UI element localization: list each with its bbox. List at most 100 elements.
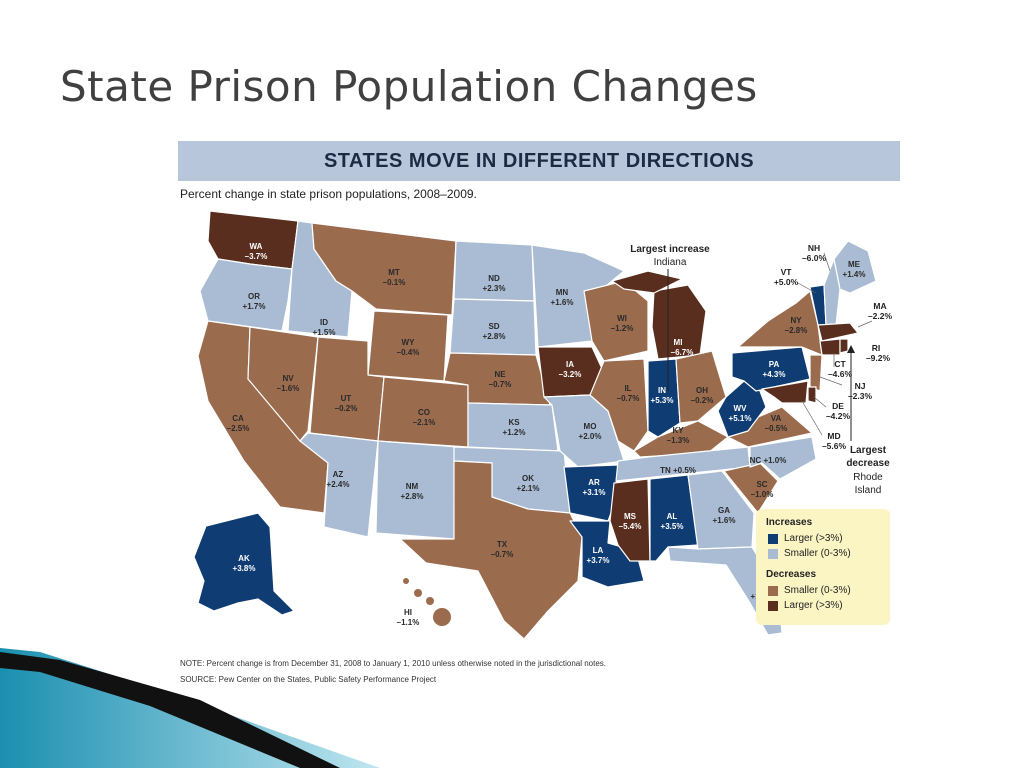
svg-text:WA: WA [250,242,263,251]
svg-text:+3.7%: +3.7% [587,556,610,565]
label-IN: IN+5.3% [651,386,674,405]
label-WI: WI–1.2% [611,314,634,333]
svg-text:VT: VT [781,267,793,277]
svg-text:TN +0.5%: TN +0.5% [660,466,696,475]
svg-text:NM: NM [406,482,419,491]
label-OH: OH–0.2% [691,386,714,405]
label-AK: AK+3.8% [233,554,256,573]
state-OH [675,350,727,424]
swoosh-black [0,652,340,768]
svg-text:–1.1%: –1.1% [397,618,420,627]
svg-text:AZ: AZ [333,470,344,479]
label-MA: MA–2.2% [868,301,893,321]
svg-text:NE: NE [494,370,506,379]
state-NH [823,258,841,326]
svg-text:–0.2%: –0.2% [691,396,714,405]
svg-text:+1.7%: +1.7% [243,302,266,311]
svg-text:NV: NV [282,374,294,383]
svg-text:–1.6%: –1.6% [277,384,300,393]
svg-text:SC: SC [756,480,767,489]
svg-text:NY: NY [790,316,802,325]
label-MD: MD–5.6% [822,431,847,451]
legend-item-dec-large: Larger (>3%) [768,600,843,611]
label-CO: CO–2.1% [413,408,436,427]
svg-text:–1.3%: –1.3% [667,436,690,445]
svg-text:WY: WY [402,338,416,347]
legend-item-inc-small: Smaller (0-3%) [768,548,851,559]
label-OR: OR+1.7% [243,292,266,311]
figure-source: SOURCE: Pew Center on the States, Public… [180,675,437,684]
label-NV: NV–1.6% [277,374,300,393]
svg-text:ND: ND [488,274,500,283]
svg-text:–0.1%: –0.1% [383,278,406,287]
svg-text:–6.7%: –6.7% [671,348,694,357]
svg-text:–0.7%: –0.7% [489,380,512,389]
figure-banner: STATES MOVE IN DIFFERENT DIRECTIONS [178,141,900,181]
leader-ma [857,320,873,328]
leader-md [801,400,823,436]
svg-text:+2.1%: +2.1% [517,484,540,493]
svg-text:–1.0%: –1.0% [751,490,774,499]
state-MD [761,380,809,404]
label-NY: NY–2.8% [785,316,808,335]
svg-text:MS: MS [624,512,637,521]
svg-text:–9.2%: –9.2% [866,353,891,363]
largest-increase-state: Indiana [654,257,687,268]
map-legend: Increases Larger (>3%) Smaller (0-3%) De… [756,509,890,625]
state-ME [833,240,877,294]
state-NV [247,326,319,442]
svg-text:+1.6%: +1.6% [713,516,736,525]
state-OR [199,258,293,332]
state-IN [647,358,681,438]
svg-text:–0.2%: –0.2% [335,404,358,413]
label-KY: KY–1.3% [667,426,690,445]
state-SC [723,462,779,514]
svg-text:–2.5%: –2.5% [227,424,250,433]
callout-arrow-rhode-island [847,345,855,353]
svg-text:AK: AK [238,554,250,563]
svg-text:+2.8%: +2.8% [483,332,506,341]
svg-text:MI: MI [674,338,683,347]
state-CT [819,338,841,356]
us-map: WA–3.7% OR+1.7% CA–2.5% ID+1.5% NV–1.6% … [193,210,893,640]
state-TN [615,446,751,482]
svg-text:–1.2%: –1.2% [611,324,634,333]
state-DE [807,386,817,404]
svg-text:OR: OR [248,292,260,301]
leader-nj [819,376,843,386]
largest-increase-title: Largest increase [630,244,710,255]
label-DE: DE–4.2% [826,401,851,421]
svg-text:–4.6%: –4.6% [828,369,853,379]
label-RI: RI–9.2% [866,343,891,363]
svg-text:NC +1.0%: NC +1.0% [750,456,787,465]
label-MI: MI–6.7% [671,338,694,357]
svg-text:KS: KS [508,418,520,427]
largest-decrease-title-2: decrease [846,458,890,469]
svg-text:DE: DE [832,401,844,411]
svg-text:–4.2%: –4.2% [826,411,851,421]
svg-text:+2.4%: +2.4% [327,480,350,489]
svg-text:+1.5%: +1.5% [313,328,336,337]
largest-decrease-state-1: Rhode [853,472,883,483]
svg-text:NJ: NJ [855,381,866,391]
svg-text:ID: ID [320,318,328,327]
label-MN: MN+1.6% [551,288,574,307]
svg-text:+3.5%: +3.5% [661,522,684,531]
svg-text:–0.5%: –0.5% [765,424,788,433]
legend-item-inc-large: Larger (>3%) [768,533,843,544]
label-NJ: NJ–2.3% [848,381,873,401]
state-TX [399,460,583,640]
svg-text:+3.8%: +3.8% [233,564,256,573]
label-LA: LA+3.7% [587,546,610,565]
label-KS: KS+1.2% [503,418,526,437]
svg-text:IA: IA [566,360,574,369]
leader-nh [823,252,831,272]
svg-text:LA: LA [593,546,604,555]
svg-text:–2.1%: –2.1% [413,418,436,427]
label-NE: NE–0.7% [489,370,512,389]
label-ND: ND+2.3% [483,274,506,293]
slide-title: State Prison Population Changes [60,62,758,111]
figure-note: NOTE: Percent change is from December 31… [180,659,607,668]
svg-text:WV: WV [734,404,748,413]
